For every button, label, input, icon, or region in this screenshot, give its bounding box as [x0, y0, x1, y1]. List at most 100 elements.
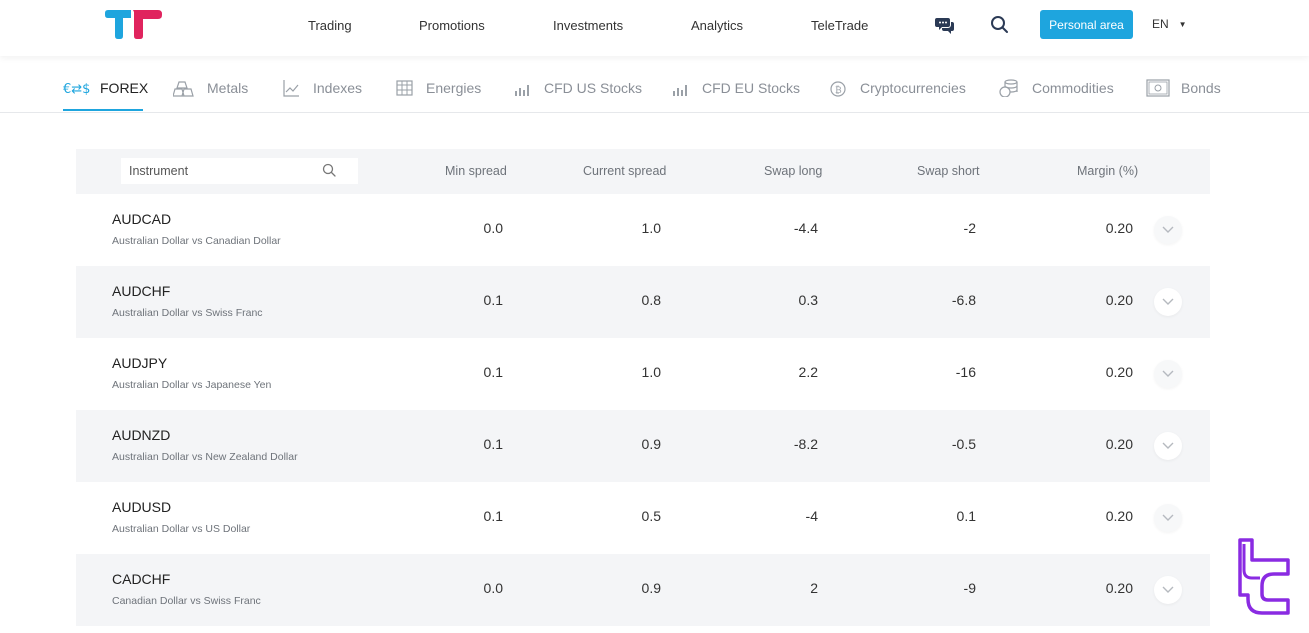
tab-label: CFD US Stocks: [544, 80, 643, 96]
tab-cfd-us-stocks[interactable]: CFD US Stocks: [513, 78, 642, 98]
swap-short-cell: -9: [963, 580, 976, 596]
swap-long-cell: -4.4: [793, 220, 818, 236]
instrument-description: Australian Dollar vs Japanese Yen: [112, 379, 272, 391]
personal-area-button[interactable]: Personal area: [1040, 10, 1133, 39]
swap-short-cell: -0.5: [951, 436, 976, 452]
tab-energies[interactable]: Energies: [395, 78, 481, 98]
tab-label: Bonds: [1181, 80, 1221, 96]
tab-metals[interactable]: Metals: [173, 78, 248, 98]
swap-short-cell: 0.1: [956, 508, 976, 524]
tab-bonds[interactable]: Bonds: [1146, 78, 1221, 98]
current-spread-cell: 1.0: [641, 220, 661, 236]
language-label: EN: [1152, 17, 1169, 31]
instrument-symbol: AUDJPY: [112, 355, 168, 371]
table-row[interactable]: AUDUSD Australian Dollar vs US Dollar 0.1 0…: [76, 482, 1210, 554]
current-spread-cell: 1.0: [641, 364, 661, 380]
min-spread-cell: 0.1: [483, 364, 503, 380]
min-spread-cell: 0.1: [483, 436, 503, 452]
gold-bars-icon: [173, 81, 194, 97]
table-row[interactable]: AUDNZD Australian Dollar vs New Zealand D…: [76, 410, 1210, 482]
top-header: Trading Promotions Investments Analytics…: [0, 0, 1309, 56]
nav-trading[interactable]: Trading: [308, 18, 352, 33]
chevron-down-icon: [1162, 298, 1174, 305]
instrument-search: [121, 158, 358, 184]
table-row[interactable]: AUDCHF Australian Dollar vs Swiss Franc 0.…: [76, 266, 1210, 338]
tab-cryptocurrencies[interactable]: ₿ Cryptocurrencies: [829, 78, 966, 98]
tab-cfd-eu-stocks[interactable]: CFD EU Stocks: [671, 78, 800, 98]
margin-cell: 0.20: [1105, 508, 1133, 524]
instrument-description: Australian Dollar vs Swiss Franc: [112, 307, 263, 319]
margin-cell: 0.20: [1105, 220, 1133, 236]
chevron-down-icon: [1162, 226, 1174, 233]
current-spread-cell: 0.8: [641, 292, 661, 308]
search-icon[interactable]: [990, 15, 1010, 35]
col-current-spread[interactable]: Current spread: [583, 164, 667, 178]
tab-label: Commodities: [1032, 80, 1114, 96]
coins-stack-icon: [999, 79, 1018, 97]
swap-short-cell: -6.8: [951, 292, 976, 308]
swap-long-cell: -8.2: [793, 436, 818, 452]
min-spread-cell: 0.0: [483, 220, 503, 236]
col-margin[interactable]: Margin (%): [1077, 164, 1139, 178]
swap-short-cell: -16: [955, 364, 976, 380]
search-icon[interactable]: [322, 163, 337, 178]
tab-commodities[interactable]: Commodities: [998, 78, 1114, 98]
expand-row-button[interactable]: [1154, 576, 1182, 604]
expand-row-button[interactable]: [1154, 360, 1182, 388]
tab-forex[interactable]: €⇄$ FOREX: [63, 78, 148, 98]
expand-row-button[interactable]: [1154, 216, 1182, 244]
active-tab-indicator: [63, 109, 143, 111]
expand-row-button[interactable]: [1154, 288, 1182, 316]
table-row[interactable]: AUDJPY Australian Dollar vs Japanese Yen 0…: [76, 338, 1210, 410]
min-spread-cell: 0.0: [483, 580, 503, 596]
current-spread-cell: 0.9: [641, 436, 661, 452]
instrument-description: Australian Dollar vs Canadian Dollar: [112, 235, 281, 247]
min-spread-cell: 0.1: [483, 292, 503, 308]
svg-text:€⇄$: €⇄$: [63, 82, 90, 97]
bitcoin-icon: ₿: [830, 81, 846, 97]
chat-icon[interactable]: [935, 15, 955, 35]
tab-label: Metals: [207, 80, 249, 96]
expand-row-button[interactable]: [1154, 432, 1182, 460]
min-spread-cell: 0.1: [483, 508, 503, 524]
swap-long-cell: -4: [805, 508, 818, 524]
table-row[interactable]: CADCHF Canadian Dollar vs Swiss Franc 0.0 0…: [76, 554, 1210, 626]
currency-exchange-icon: €⇄$: [63, 82, 90, 97]
tab-label: CFD EU Stocks: [702, 80, 801, 96]
col-swap-long[interactable]: Swap long: [764, 164, 823, 178]
nav-investments[interactable]: Investments: [553, 18, 624, 33]
nav-promotions[interactable]: Promotions: [419, 18, 485, 33]
instrument-description: Canadian Dollar vs Swiss Franc: [112, 595, 261, 607]
nav-teletrade[interactable]: TeleTrade: [811, 18, 869, 33]
col-min-spread[interactable]: Min spread: [445, 164, 507, 178]
col-swap-short[interactable]: Swap short: [917, 164, 980, 178]
chevron-down-icon: [1162, 586, 1174, 593]
teletrade-logo[interactable]: [103, 9, 163, 39]
instrument-category-tabs: €⇄$ FOREX Metals Indexes Energies CFD US…: [0, 56, 1309, 113]
language-selector[interactable]: EN ▼: [1152, 17, 1187, 31]
swap-long-cell: 2.2: [798, 364, 818, 380]
chevron-down-icon: [1162, 442, 1174, 449]
chevron-down-icon: [1162, 514, 1174, 521]
instrument-symbol: AUDNZD: [112, 427, 171, 443]
tab-label: Energies: [426, 80, 482, 96]
instrument-symbol: AUDCAD: [112, 211, 172, 227]
certificate-icon: [1146, 79, 1170, 97]
instrument-search-input[interactable]: [129, 163, 314, 179]
tab-indexes[interactable]: Indexes: [282, 78, 362, 98]
bar-chart-icon: [515, 85, 529, 96]
nav-analytics[interactable]: Analytics: [691, 18, 744, 33]
tab-label: Cryptocurrencies: [860, 80, 966, 96]
margin-cell: 0.20: [1105, 436, 1133, 452]
tab-label: Indexes: [313, 80, 363, 96]
instrument-description: Australian Dollar vs US Dollar: [112, 523, 251, 535]
instrument-symbol: AUDUSD: [112, 499, 172, 515]
brand-watermark-logo: [1238, 538, 1290, 615]
chevron-down-icon: [1162, 370, 1174, 377]
table-row[interactable]: AUDCAD Australian Dollar vs Canadian Doll…: [76, 194, 1210, 266]
oil-rig-icon: [396, 80, 413, 96]
bar-chart-icon: [673, 85, 687, 96]
expand-row-button[interactable]: [1154, 504, 1182, 532]
swap-long-cell: 2: [810, 580, 818, 596]
margin-cell: 0.20: [1105, 364, 1133, 380]
